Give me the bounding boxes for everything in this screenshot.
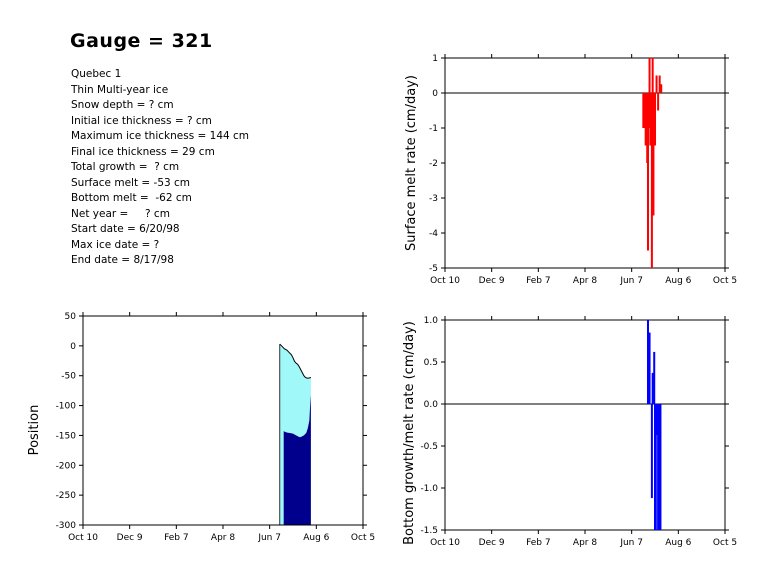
bar — [654, 93, 656, 146]
y-tick-label: -4 — [429, 229, 438, 239]
x-tick-label: Dec 9 — [479, 276, 505, 286]
y-tick-label: -100 — [56, 402, 77, 412]
x-tick-label: Dec 9 — [479, 538, 505, 548]
bar — [657, 93, 660, 111]
y-axis-label: Surface melt rate (cm/day) — [404, 75, 419, 251]
y-tick-label: -1.5 — [420, 526, 438, 536]
x-tick-label: Apr 8 — [211, 533, 235, 543]
y-tick-label: -2 — [429, 159, 438, 169]
x-tick-label: Jun 7 — [257, 533, 281, 543]
bar — [659, 404, 662, 530]
info-line: Initial ice thickness = ? cm — [71, 114, 212, 127]
y-tick-label: -3 — [429, 194, 438, 204]
info-line: Surface melt = -53 cm — [71, 176, 191, 189]
ice-lower-area — [283, 394, 311, 525]
y-axis-label: Bottom growth/melt rate (cm/day) — [402, 321, 417, 545]
info-line: Thin Multi-year ice — [71, 83, 169, 96]
x-tick-label: Oct 5 — [351, 533, 375, 543]
bar — [651, 58, 654, 93]
x-tick-label: Apr 8 — [573, 538, 597, 548]
y-tick-label: -1.0 — [420, 484, 438, 494]
y-tick-label: -0.5 — [420, 442, 438, 452]
bar — [647, 93, 649, 251]
y-tick-label: -1 — [429, 124, 438, 134]
info-line: Snow depth = ? cm — [71, 99, 174, 111]
y-tick-label: 0 — [70, 342, 76, 352]
bar — [647, 93, 650, 128]
info-line: Net year = ? cm — [71, 207, 170, 220]
x-tick-label: Feb 7 — [526, 538, 551, 548]
plot-frame — [444, 319, 726, 531]
x-tick-label: Oct 10 — [68, 533, 98, 543]
info-line: Total growth = ? cm — [71, 161, 180, 173]
info-panel: Quebec 1 Thin Multi-year ice Snow depth = … — [71, 67, 249, 269]
info-line: Bottom melt = -62 cm — [71, 192, 192, 204]
bar — [650, 93, 653, 268]
y-axis-label: Position — [27, 405, 42, 456]
x-tick-label: Oct 5 — [713, 276, 737, 286]
x-tick-label: Aug 6 — [665, 276, 691, 286]
x-tick-label: Jun 7 — [619, 276, 643, 286]
bar — [655, 75, 658, 93]
bar — [660, 84, 663, 93]
y-tick-label: 0.0 — [424, 400, 439, 410]
y-tick-label: 0 — [432, 89, 438, 99]
y-tick-label: -300 — [56, 521, 77, 531]
plot-frame-top — [82, 315, 364, 526]
y-tick-label: 1.0 — [424, 316, 439, 326]
bar — [643, 93, 646, 128]
info-line: End date = 8/17/98 — [71, 254, 174, 266]
bar — [658, 75, 661, 93]
info-line: Start date = 6/20/98 — [71, 223, 180, 235]
bar — [648, 332, 651, 404]
x-tick-label: Aug 6 — [665, 538, 691, 548]
y-tick-label: -5 — [429, 264, 438, 274]
x-tick-label: Oct 10 — [430, 276, 460, 286]
x-tick-label: Oct 5 — [713, 538, 737, 548]
bar — [650, 404, 653, 499]
chart-title: Gauge = 321 — [70, 30, 213, 52]
surface-line — [279, 343, 312, 379]
x-tick-label: Feb 7 — [526, 276, 551, 286]
x-tick-label: Jun 7 — [619, 538, 643, 548]
x-tick-label: Apr 8 — [573, 276, 597, 286]
bar — [654, 404, 657, 530]
ice-upper-area — [279, 344, 311, 525]
bar — [648, 58, 651, 93]
y-tick-label: -200 — [56, 461, 77, 471]
x-tick-label: Aug 6 — [303, 533, 329, 543]
y-tick-label: 1 — [432, 54, 438, 64]
info-line: Final ice thickness = 29 cm — [71, 145, 215, 158]
bar — [653, 351, 656, 404]
x-tick-label: Oct 10 — [430, 538, 460, 548]
info-line: Maximum ice thickness = 144 cm — [71, 130, 250, 142]
bar — [652, 93, 655, 216]
y-tick-label: 0.5 — [424, 358, 438, 368]
info-line: Max ice date = ? — [71, 238, 160, 251]
x-tick-label: Feb 7 — [164, 533, 189, 543]
y-tick-label: -150 — [56, 431, 77, 441]
y-tick-label: -250 — [56, 491, 77, 501]
y-tick-label: 50 — [65, 312, 77, 322]
info-line: Quebec 1 — [71, 68, 122, 80]
y-tick-label: -50 — [61, 372, 76, 382]
x-tick-label: Dec 9 — [117, 533, 143, 543]
